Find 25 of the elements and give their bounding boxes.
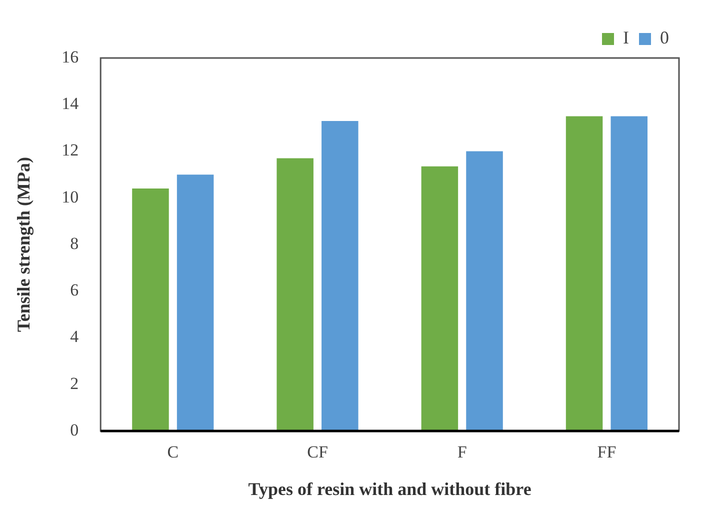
bar xyxy=(610,116,648,431)
bar xyxy=(176,174,214,431)
y-tick-label: 10 xyxy=(62,187,79,206)
y-tick-label: 0 xyxy=(70,420,79,440)
y-tick-label: 16 xyxy=(62,47,79,66)
legend-label: 0 xyxy=(660,28,669,48)
y-tick-label: 6 xyxy=(70,280,79,300)
bar xyxy=(276,158,314,431)
x-tick-label: F xyxy=(457,442,467,462)
legend-label: I xyxy=(623,28,630,48)
y-tick-label: 2 xyxy=(70,374,79,393)
y-tick-label: 12 xyxy=(62,140,79,160)
bar xyxy=(466,151,503,431)
x-tick-label: FF xyxy=(597,442,616,462)
bar xyxy=(421,166,458,431)
bar xyxy=(566,116,603,431)
x-axis-title: Types of resin with and without fibre xyxy=(248,478,532,499)
y-axis-title: Tensile strength (MPa) xyxy=(13,157,34,332)
bar xyxy=(322,120,358,431)
y-tick-label: 14 xyxy=(62,94,80,114)
bar xyxy=(132,188,169,431)
x-tick-label: C xyxy=(167,442,179,462)
y-tick-label: 8 xyxy=(70,234,79,253)
y-tick-label: 4 xyxy=(70,327,80,346)
x-tick-label: CF xyxy=(307,442,328,462)
